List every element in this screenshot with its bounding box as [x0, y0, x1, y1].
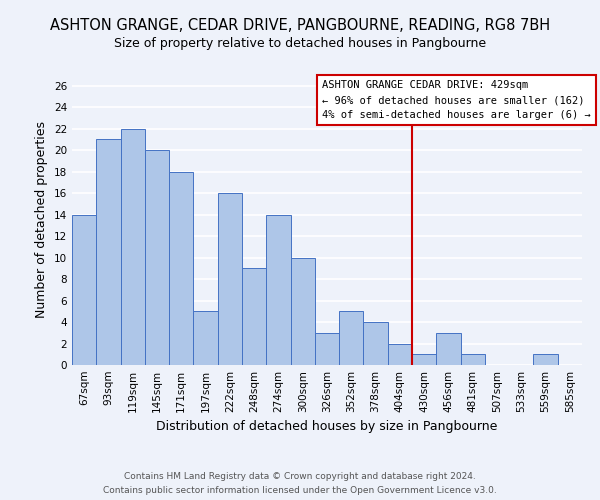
Bar [96, 140, 121, 365]
Bar [266, 214, 290, 365]
Bar [169, 172, 193, 365]
Bar [412, 354, 436, 365]
Y-axis label: Number of detached properties: Number of detached properties [35, 122, 49, 318]
Bar [315, 333, 339, 365]
Bar [242, 268, 266, 365]
Text: ASHTON GRANGE, CEDAR DRIVE, PANGBOURNE, READING, RG8 7BH: ASHTON GRANGE, CEDAR DRIVE, PANGBOURNE, … [50, 18, 550, 32]
Bar [121, 128, 145, 365]
Bar [533, 354, 558, 365]
X-axis label: Distribution of detached houses by size in Pangbourne: Distribution of detached houses by size … [157, 420, 497, 434]
Bar [436, 333, 461, 365]
Bar [193, 312, 218, 365]
Bar [388, 344, 412, 365]
Text: ASHTON GRANGE CEDAR DRIVE: 429sqm
← 96% of detached houses are smaller (162)
4% : ASHTON GRANGE CEDAR DRIVE: 429sqm ← 96% … [322, 80, 591, 120]
Text: Contains HM Land Registry data © Crown copyright and database right 2024.: Contains HM Land Registry data © Crown c… [124, 472, 476, 481]
Bar [145, 150, 169, 365]
Text: Contains public sector information licensed under the Open Government Licence v3: Contains public sector information licen… [103, 486, 497, 495]
Bar [290, 258, 315, 365]
Bar [461, 354, 485, 365]
Text: Size of property relative to detached houses in Pangbourne: Size of property relative to detached ho… [114, 38, 486, 51]
Bar [364, 322, 388, 365]
Bar [218, 193, 242, 365]
Bar [339, 312, 364, 365]
Bar [72, 214, 96, 365]
